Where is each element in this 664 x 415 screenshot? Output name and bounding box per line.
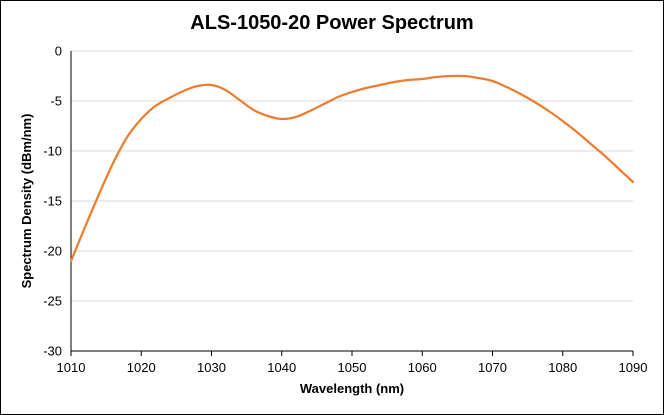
x-tick-label: 1020	[127, 360, 156, 375]
x-tick-label: 1040	[267, 360, 296, 375]
gridlines	[71, 50, 633, 302]
x-tick-label: 1030	[197, 360, 226, 375]
y-axis-title: Spectrum Density (dBm/nm)	[19, 114, 34, 289]
x-axis-title: Wavelength (nm)	[300, 381, 404, 396]
x-tick-labels: 1010 1020 1030 1040 1050 1060 1070 1080 1090	[57, 360, 648, 375]
axes	[70, 51, 634, 356]
y-tick-labels: 0 -5 -10 -15 -20 -25 -30	[43, 44, 62, 359]
y-tick-label: -10	[43, 144, 62, 159]
y-tick-label: 0	[55, 44, 62, 59]
x-tick-label: 1050	[338, 360, 367, 375]
x-tick-label: 1070	[478, 360, 507, 375]
x-tick-label: 1080	[548, 360, 577, 375]
y-tick-label: -20	[43, 244, 62, 259]
y-tick-label: -30	[43, 344, 62, 359]
y-tick-label: -15	[43, 194, 62, 209]
x-tick-label: 1060	[408, 360, 437, 375]
series-line-0	[69, 74, 635, 263]
x-tick-label: 1010	[57, 360, 86, 375]
chart-title: ALS-1050-20 Power Spectrum	[190, 12, 473, 34]
series-group	[69, 74, 635, 263]
y-tick-label: -25	[43, 294, 62, 309]
x-tick-label: 1090	[619, 360, 648, 375]
y-tick-label: -5	[50, 94, 62, 109]
